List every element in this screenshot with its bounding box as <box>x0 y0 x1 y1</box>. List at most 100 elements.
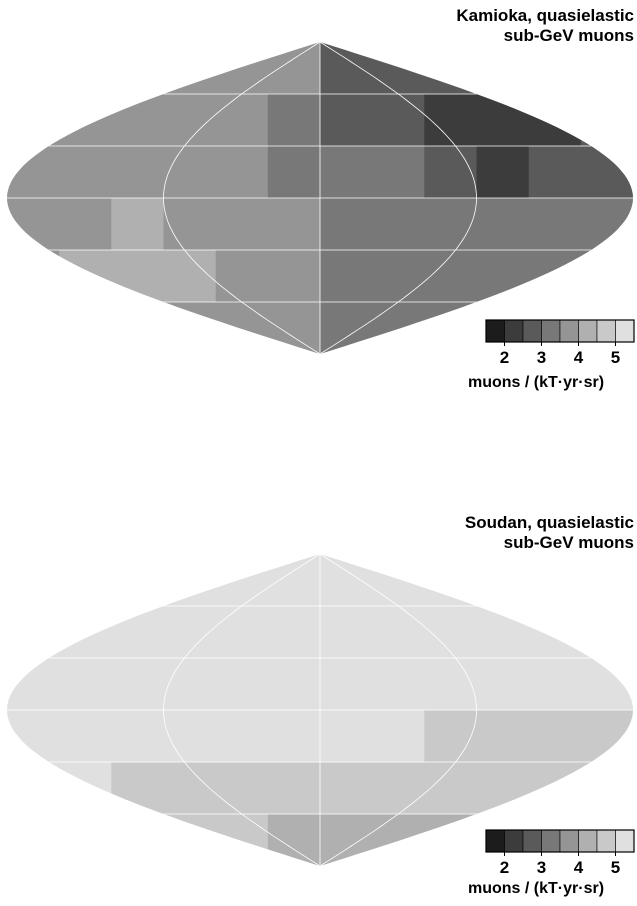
soudan-title: Soudan, quasielastic sub-GeV muons <box>465 513 634 553</box>
colorbar-swatch <box>559 319 579 343</box>
soudan-title-line-1: Soudan, quasielastic <box>464 513 634 532</box>
map-cell <box>163 814 217 866</box>
map-cell <box>59 554 112 607</box>
colorbar-tick-label: 3 <box>537 348 546 367</box>
map-cell <box>163 710 217 763</box>
map-cell <box>111 762 165 815</box>
map-cell <box>476 42 530 95</box>
map-cell <box>320 814 373 866</box>
map-cell <box>320 198 373 251</box>
map-cell <box>267 250 321 303</box>
map-cell <box>580 762 633 815</box>
map-cell <box>59 302 112 354</box>
map-cell <box>424 606 478 659</box>
map-cell <box>528 658 582 711</box>
map-cell <box>111 146 165 199</box>
map-cell <box>580 198 633 251</box>
map-cell <box>320 146 373 199</box>
map-cell <box>59 146 112 199</box>
map-cell <box>215 554 269 607</box>
map-cell <box>372 554 425 607</box>
kamioka-title-line-1: Kamioka, quasielastic <box>456 6 634 25</box>
meridian-gridline <box>319 42 477 354</box>
map-cell <box>476 198 530 251</box>
map-cell <box>528 198 582 251</box>
map-cell <box>580 146 633 199</box>
colorbar-swatch <box>596 829 616 853</box>
map-cell <box>580 658 633 711</box>
map-cell <box>476 658 530 711</box>
map-cell <box>267 302 321 354</box>
map-cell <box>7 554 60 607</box>
map-cell <box>59 710 112 763</box>
map-cell <box>59 198 112 251</box>
map-cell <box>476 762 530 815</box>
map-cell <box>424 762 478 815</box>
map-cell <box>163 606 217 659</box>
colorbar-swatch <box>522 829 542 853</box>
map-cell <box>267 94 321 147</box>
map-cell <box>320 302 373 354</box>
soudan-colorbar: 2 3 4 5 <box>485 829 635 877</box>
map-cell <box>111 814 165 866</box>
map-cell <box>163 302 217 354</box>
map-cell <box>215 814 269 866</box>
soudan-colorbar-label: muons / (kT·yr·sr) <box>468 880 605 897</box>
map-cell <box>111 554 165 607</box>
map-cell <box>111 658 165 711</box>
map-cell <box>163 94 217 147</box>
colorbar-swatch <box>578 319 598 343</box>
map-cell <box>163 762 217 815</box>
colorbar-frame <box>485 319 635 343</box>
map-cell <box>372 606 425 659</box>
map-cell <box>476 554 530 607</box>
map-cell <box>7 250 60 303</box>
map-cell <box>580 250 633 303</box>
map-cells <box>7 42 633 354</box>
meridian-gridline <box>163 42 321 354</box>
map-cell <box>215 146 269 199</box>
map-cell <box>580 710 633 763</box>
map-cell <box>7 42 60 95</box>
map-cell <box>7 762 60 815</box>
map-cell <box>267 710 321 763</box>
map-cell <box>163 554 217 607</box>
map-cell <box>215 250 269 303</box>
map-cell <box>320 658 373 711</box>
map-cell <box>111 250 165 303</box>
map-cell <box>528 42 582 95</box>
map-cells <box>7 554 633 866</box>
map-cell <box>215 94 269 147</box>
map-cell <box>372 250 425 303</box>
map-cell <box>215 302 269 354</box>
meridian-gridline <box>163 554 321 866</box>
map-cell <box>424 94 478 147</box>
colorbar-tick-label: 5 <box>611 858 620 877</box>
map-cell <box>163 42 217 95</box>
map-cell <box>424 302 478 354</box>
map-cell <box>7 146 60 199</box>
map-cell <box>267 42 321 95</box>
map-cell <box>372 94 425 147</box>
map-cell <box>163 250 217 303</box>
map-cell <box>580 606 633 659</box>
colorbar-swatch <box>504 319 524 343</box>
map-cell <box>580 554 633 607</box>
map-cell <box>424 250 478 303</box>
colorbar-tick-label: 3 <box>537 858 546 877</box>
map-cell <box>59 250 112 303</box>
map-cell <box>320 94 373 147</box>
kamioka-panel: Kamioka, quasielastic sub-GeV muons 2 3 4 5… <box>7 6 635 391</box>
map-cell <box>372 42 425 95</box>
map-cell <box>476 250 530 303</box>
colorbar-swatch <box>522 319 542 343</box>
map-cell <box>7 814 60 866</box>
kamioka-title: Kamioka, quasielastic sub-GeV muons <box>456 6 634 46</box>
map-cell <box>215 42 269 95</box>
map-cell <box>320 554 373 607</box>
colorbar-tick-label: 5 <box>611 348 620 367</box>
map-cell <box>372 146 425 199</box>
map-cell <box>59 814 112 866</box>
map-cell <box>267 814 321 866</box>
map-cell <box>7 658 60 711</box>
